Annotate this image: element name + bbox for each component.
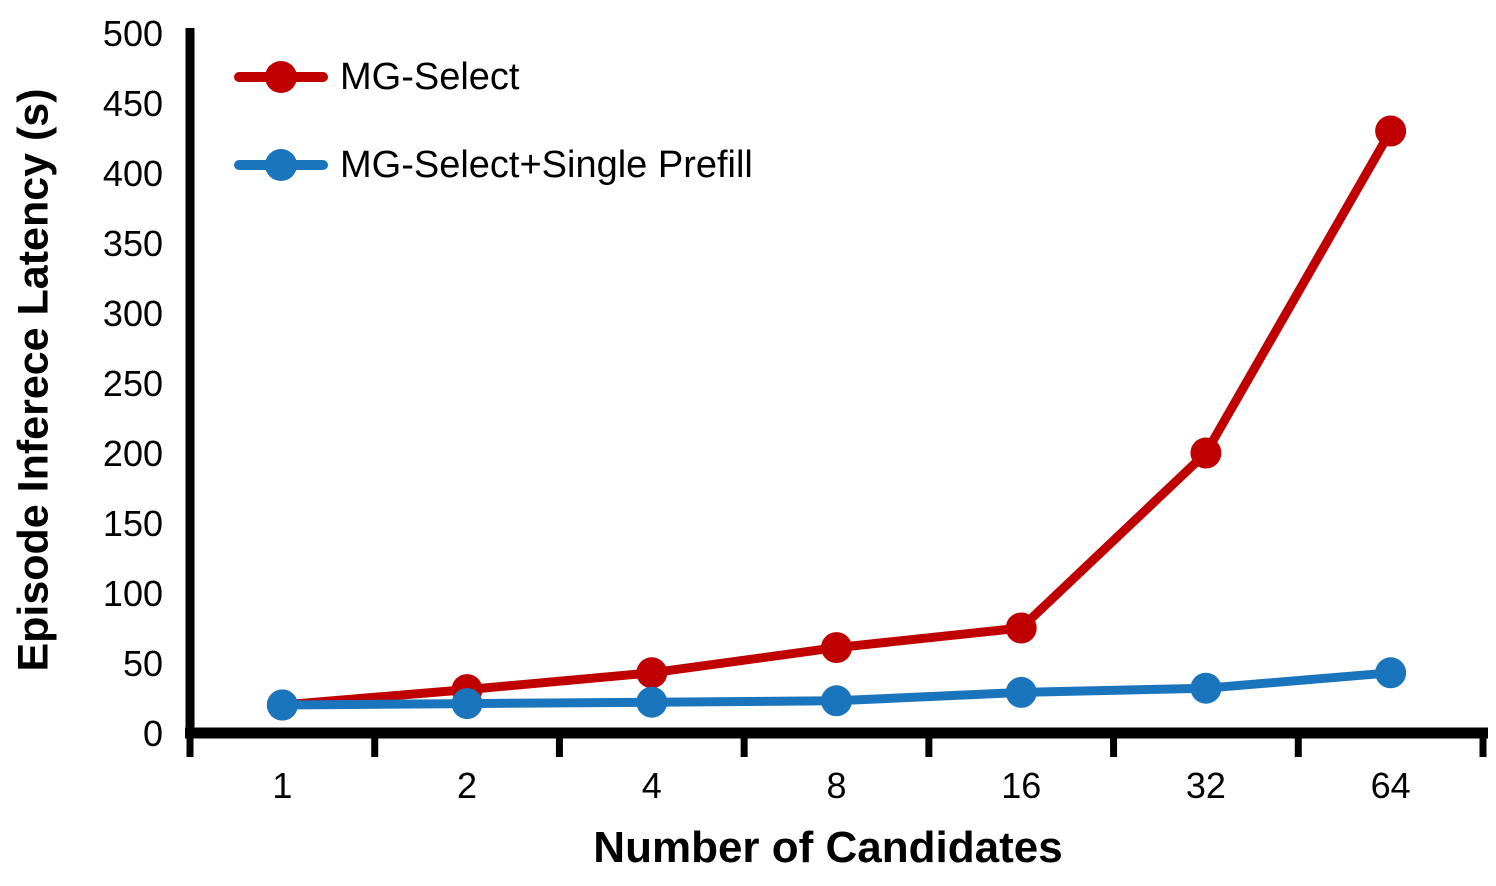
y-tick-label: 0	[143, 713, 163, 754]
x-tick-label: 2	[457, 765, 477, 806]
y-tick-label: 350	[103, 223, 163, 264]
y-tick-label: 150	[103, 503, 163, 544]
data-point-s0-x4	[636, 657, 668, 689]
data-point-s0-x32	[1190, 437, 1222, 469]
x-tick-label: 4	[642, 765, 662, 806]
y-tick-label: 250	[103, 363, 163, 404]
data-point-s1-x16	[1005, 676, 1037, 708]
legend-dot-swatch	[265, 61, 297, 93]
legend-item-mg-select: MG-Select	[234, 46, 753, 108]
data-point-s0-x16	[1005, 612, 1037, 644]
data-point-s0-x8	[821, 632, 852, 664]
y-tick-label: 500	[103, 13, 163, 54]
y-tick-label: 300	[103, 293, 163, 334]
x-tick-label: 64	[1371, 765, 1411, 806]
x-tick-label: 1	[272, 765, 292, 806]
legend-dot-swatch	[265, 149, 297, 181]
y-tick-label: 50	[123, 643, 163, 684]
legend-item-mg-select-single-prefill: MG-Select+Single Prefill	[234, 134, 753, 196]
data-point-s1-x2	[451, 688, 483, 720]
line-marker-icon	[234, 59, 328, 95]
x-tick-label: 32	[1186, 765, 1226, 806]
legend: MG-Select MG-Select+Single Prefill	[234, 46, 753, 196]
y-tick-label: 450	[103, 83, 163, 124]
data-point-s0-x64	[1375, 115, 1407, 147]
data-point-s1-x32	[1190, 672, 1222, 704]
data-point-s1-x8	[821, 685, 852, 717]
legend-label-mg-select: MG-Select	[340, 55, 520, 98]
x-tick-label: 16	[1001, 765, 1041, 806]
x-axis-title: Number of Candidates	[593, 823, 1063, 872]
data-point-s1-x1	[266, 689, 298, 721]
y-tick-label: 400	[103, 153, 163, 194]
y-tick-label: 200	[103, 433, 163, 474]
legend-label-mg-select-single-prefill: MG-Select+Single Prefill	[340, 143, 753, 186]
data-point-s1-x64	[1375, 657, 1407, 689]
y-tick-label: 100	[103, 573, 163, 614]
y-axis-title: Episode Inferece Latency (s)	[9, 88, 58, 672]
line-marker-icon	[234, 147, 328, 183]
x-tick-label: 8	[826, 765, 846, 806]
data-point-s1-x4	[636, 686, 668, 718]
series-line-0	[277, 126, 1396, 710]
